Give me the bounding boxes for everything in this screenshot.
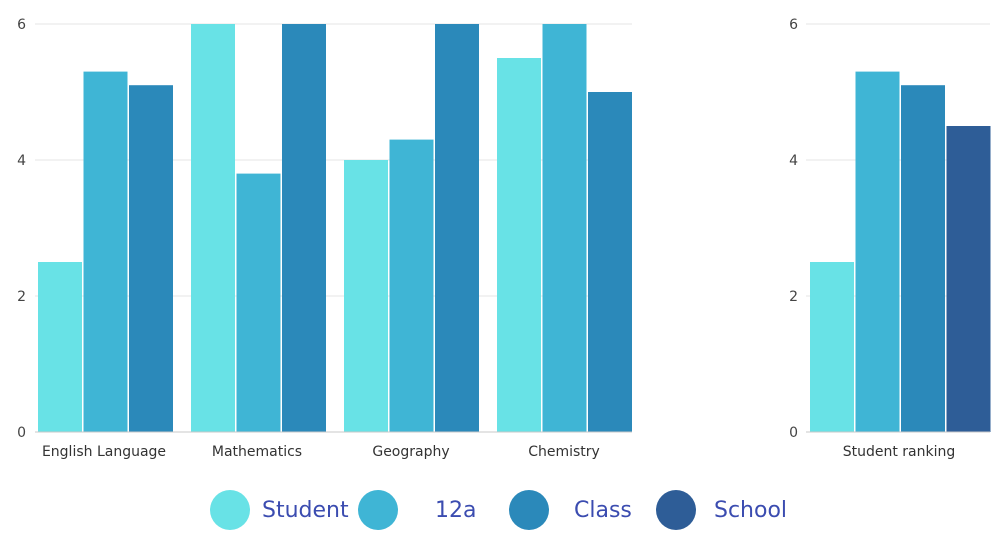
subject-comparison-chart: 0 2 4 6 English Language Mathematics Geography…: [17, 17, 632, 460]
legend-label-12a: 12a: [435, 498, 476, 523]
y-tick-label: 2: [789, 289, 798, 305]
bar-student-chemistry: [497, 58, 541, 432]
bar-school-student-ranking: [946, 126, 991, 432]
legend-swatch-student: [210, 490, 250, 530]
bar-class-english-language: [129, 85, 173, 432]
legend-swatch-class: [509, 490, 549, 530]
x-category-label: English Language: [42, 444, 166, 460]
bar-student-english-language: [38, 262, 82, 432]
legend-label-class: Class: [574, 498, 632, 523]
bar-student-mathematics: [191, 24, 235, 432]
student-ranking-chart: 0 2 4 6 Student ranking: [789, 17, 991, 460]
bar-12a-student-ranking: [855, 71, 900, 432]
y-tick-label: 6: [17, 17, 26, 33]
legend-swatch-12a: [358, 490, 398, 530]
bar-student-geography: [344, 160, 388, 432]
x-category-label: Chemistry: [528, 444, 600, 460]
y-tick-label: 0: [789, 425, 798, 441]
bar-12a-english-language: [83, 71, 128, 432]
y-tick-label: 4: [17, 153, 26, 169]
y-tick-label: 2: [17, 289, 26, 305]
y-tick-label: 0: [17, 425, 26, 441]
legend-swatch-school: [656, 490, 696, 530]
x-category-label: Geography: [372, 444, 449, 460]
chart-legend: Student 12a Class School: [210, 490, 787, 530]
bar-student-student-ranking: [810, 262, 854, 432]
legend-label-school: School: [714, 498, 787, 523]
bar-class-mathematics: [282, 24, 326, 432]
y-tick-label: 4: [789, 153, 798, 169]
x-category-label: Student ranking: [843, 444, 956, 460]
legend-label-student: Student: [262, 498, 349, 523]
bar-12a-chemistry: [542, 24, 587, 432]
y-tick-label: 6: [789, 17, 798, 33]
bar-12a-geography: [389, 139, 434, 432]
bar-12a-mathematics: [236, 173, 281, 432]
bar-class-geography: [435, 24, 479, 432]
x-category-label: Mathematics: [212, 444, 302, 460]
bar-class-chemistry: [588, 92, 632, 432]
bar-class-student-ranking: [901, 85, 945, 432]
